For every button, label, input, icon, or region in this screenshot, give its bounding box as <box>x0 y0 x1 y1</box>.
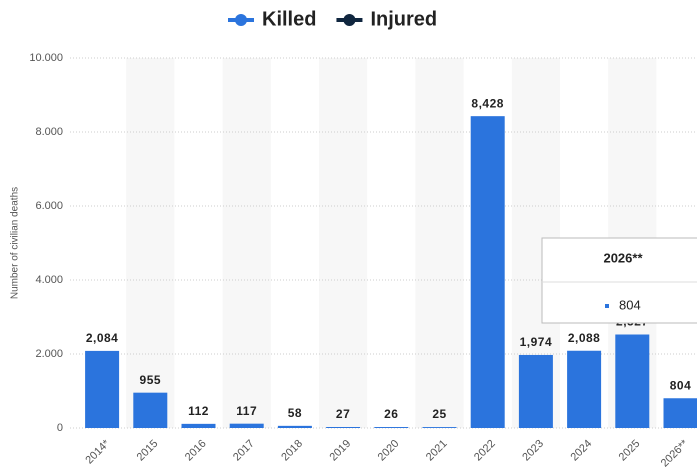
x-tick-label: 2019 <box>327 438 353 464</box>
legend-icon <box>343 14 356 26</box>
value-label: 27 <box>336 407 350 421</box>
value-label: 2,088 <box>568 331 601 345</box>
bar <box>567 350 602 428</box>
x-tick-label: 2026** <box>659 437 691 469</box>
column-band <box>222 58 271 428</box>
value-label: 112 <box>188 404 209 418</box>
y-tick-label: 8.000 <box>35 126 63 138</box>
bar <box>133 392 168 428</box>
value-label: 25 <box>432 407 446 421</box>
value-label: 1,974 <box>520 335 553 349</box>
bar <box>518 354 553 428</box>
legend: Killed Injured <box>228 8 437 30</box>
bar <box>85 350 120 428</box>
bar <box>470 116 505 428</box>
tooltip-box <box>541 237 697 324</box>
x-tick-label: 2023 <box>520 438 546 464</box>
y-tick-label: 2.000 <box>35 348 63 360</box>
y-tick-label: 0 <box>57 422 63 434</box>
y-tick-label: 10.000 <box>29 52 63 64</box>
bar <box>663 398 697 428</box>
tooltip-title: 2026** <box>603 250 643 265</box>
value-label: 804 <box>670 378 692 392</box>
tooltip-swatch <box>605 304 609 308</box>
y-axis-label: Number of civilian deaths <box>10 187 21 299</box>
value-label: 26 <box>384 407 398 421</box>
column-band <box>415 58 464 428</box>
x-tick-label: 2016 <box>183 438 209 464</box>
x-tick-label: 2015 <box>135 438 161 464</box>
legend-label: Injured <box>370 8 437 30</box>
value-label: 2,084 <box>86 331 119 345</box>
bar <box>615 334 650 428</box>
tooltip-value: 804 <box>619 297 641 312</box>
x-tick-label: 2025 <box>617 438 643 464</box>
value-label: 955 <box>140 373 162 387</box>
y-tick-label: 4.000 <box>35 274 63 286</box>
value-label: 58 <box>288 406 302 420</box>
bar <box>181 423 216 428</box>
tooltip: 2026** 804 <box>541 237 697 324</box>
legend-icon <box>235 14 247 26</box>
x-tick-label: 2018 <box>279 438 305 464</box>
column-band <box>319 58 368 428</box>
bar <box>422 427 457 428</box>
bar <box>277 425 312 428</box>
value-label: 8,428 <box>471 96 504 110</box>
legend-label: Killed <box>262 8 316 30</box>
y-tick-label: 6.000 <box>35 200 63 212</box>
x-tick-label: 2020 <box>376 438 402 464</box>
x-tick-label: 2014* <box>83 437 112 466</box>
x-tick-label: 2017 <box>231 438 257 464</box>
column-band <box>126 58 175 428</box>
x-tick-label: 2021 <box>424 438 450 464</box>
bar <box>229 423 264 428</box>
value-label: 117 <box>236 404 257 418</box>
x-tick-label: 2022 <box>472 438 498 464</box>
bar <box>374 427 409 428</box>
bar <box>326 427 361 428</box>
x-tick-label: 2024 <box>568 438 594 464</box>
